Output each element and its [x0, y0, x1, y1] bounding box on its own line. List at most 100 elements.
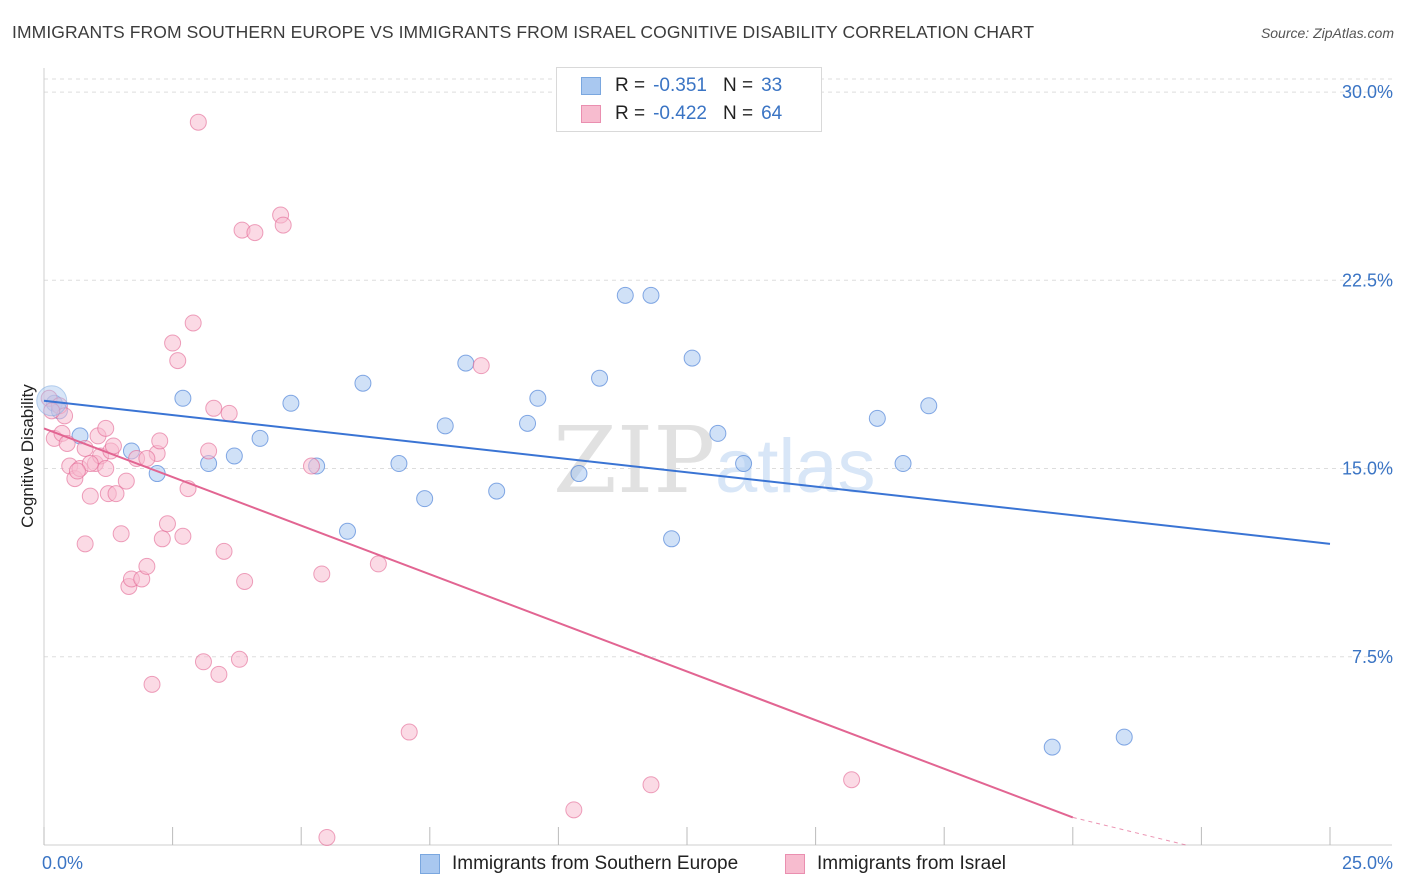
gridlines: [44, 78, 1392, 658]
point-israel: [194, 653, 212, 671]
point-israel: [117, 472, 135, 490]
point-israel: [184, 314, 202, 332]
point-southern-europe: [683, 349, 701, 367]
point-israel: [153, 530, 171, 548]
point-israel: [230, 650, 248, 668]
legend-n-label: N =: [722, 103, 754, 124]
point-israel: [642, 776, 660, 794]
point-southern-europe: [390, 455, 408, 473]
point-israel: [215, 542, 233, 560]
bottom-legend-swatch-israel: [785, 854, 805, 874]
data-points: [36, 113, 1133, 846]
point-israel: [68, 462, 86, 480]
legend-row-southern-europe: R = -0.351 N = 33: [581, 73, 782, 99]
point-southern-europe: [457, 354, 475, 372]
legend-row-israel: R = -0.422 N = 64: [581, 101, 782, 127]
point-israel: [843, 771, 861, 789]
point-southern-europe: [868, 409, 886, 427]
point-israel: [205, 399, 223, 417]
bottom-legend-israel: Immigrants from Israel: [785, 851, 1006, 877]
point-israel: [313, 565, 331, 583]
point-israel: [472, 357, 490, 375]
point-israel: [318, 828, 336, 846]
legend-r-value: -0.422: [653, 103, 707, 124]
source-label: Source: ZipAtlas.com: [1260, 25, 1394, 41]
legend-n-value: 64: [761, 103, 783, 124]
chart-title: IMMIGRANTS FROM SOUTHERN EUROPE VS IMMIG…: [12, 22, 1035, 42]
point-southern-europe: [282, 394, 300, 412]
legend-n-label: N =: [722, 75, 754, 96]
point-southern-europe: [436, 417, 454, 435]
point-israel: [274, 216, 292, 234]
stats-legend: R = -0.351 N = 33 R = -0.422 N = 64: [556, 67, 822, 132]
point-southern-europe: [416, 490, 434, 508]
axes: [43, 68, 1392, 846]
point-israel: [210, 665, 228, 683]
point-israel: [164, 334, 182, 352]
point-southern-europe: [920, 397, 938, 415]
point-israel: [151, 432, 169, 450]
point-israel: [81, 487, 99, 505]
point-southern-europe: [251, 429, 269, 447]
trend-line-southern-europe: [43, 399, 1331, 545]
point-israel: [200, 442, 218, 460]
point-israel: [302, 457, 320, 475]
x-tick-label: 0.0%: [42, 853, 83, 873]
bottom-legend-label: Immigrants from Israel: [817, 853, 1006, 874]
point-southern-europe: [354, 374, 372, 392]
y-tick-label: 7.5%: [1352, 647, 1393, 667]
point-israel: [236, 572, 254, 590]
point-israel: [565, 801, 583, 819]
point-southern-europe: [1115, 728, 1133, 746]
point-israel: [174, 527, 192, 545]
point-israel: [97, 419, 115, 437]
point-israel: [158, 515, 176, 533]
point-southern-europe: [663, 530, 681, 548]
y-tick-label: 15.0%: [1342, 459, 1393, 479]
point-israel: [97, 460, 115, 478]
tick-labels: 7.5% 15.0% 22.5% 30.0% 0.0% 25.0%: [42, 82, 1393, 873]
bottom-legend-southern-europe: Immigrants from Southern Europe: [420, 851, 738, 877]
trend-line-israel-extension: [1072, 816, 1187, 846]
point-southern-europe: [519, 414, 537, 432]
point-israel: [81, 455, 99, 473]
point-israel: [76, 535, 94, 553]
y-tick-label: 22.5%: [1342, 270, 1393, 290]
point-israel: [189, 113, 207, 131]
legend-r-value: -0.351: [653, 75, 707, 96]
point-southern-europe: [488, 482, 506, 500]
bottom-legend-label: Immigrants from Southern Europe: [452, 853, 739, 874]
point-israel: [138, 557, 156, 575]
y-axis-title: Cognitive Disability: [18, 384, 37, 528]
point-israel: [220, 404, 238, 422]
legend-swatch-southern-europe: [581, 77, 601, 95]
point-israel: [169, 352, 187, 370]
legend-r-label: R =: [615, 75, 646, 96]
point-southern-europe: [570, 465, 588, 483]
legend-r-label: R =: [615, 103, 646, 124]
point-southern-europe: [591, 369, 609, 387]
point-southern-europe: [529, 389, 547, 407]
bottom-legend-swatch-southern-europe: [420, 854, 440, 874]
trend-lines: [43, 399, 1331, 846]
x-tick-label: 25.0%: [1342, 853, 1393, 873]
point-israel: [400, 723, 418, 741]
point-israel: [112, 525, 130, 543]
point-southern-europe: [735, 455, 753, 473]
point-southern-europe: [338, 522, 356, 540]
point-israel: [369, 555, 387, 573]
trend-line-israel: [43, 427, 1074, 819]
legend-swatch-israel: [581, 105, 601, 123]
legend-n-value: 33: [761, 75, 783, 96]
point-israel: [246, 224, 264, 242]
point-southern-europe: [894, 455, 912, 473]
point-southern-europe: [616, 286, 634, 304]
point-southern-europe: [174, 389, 192, 407]
point-southern-europe: [642, 286, 660, 304]
point-israel: [107, 485, 125, 503]
point-southern-europe: [709, 424, 727, 442]
point-israel: [143, 675, 161, 693]
point-southern-europe: [225, 447, 243, 465]
y-tick-label: 30.0%: [1342, 82, 1393, 102]
